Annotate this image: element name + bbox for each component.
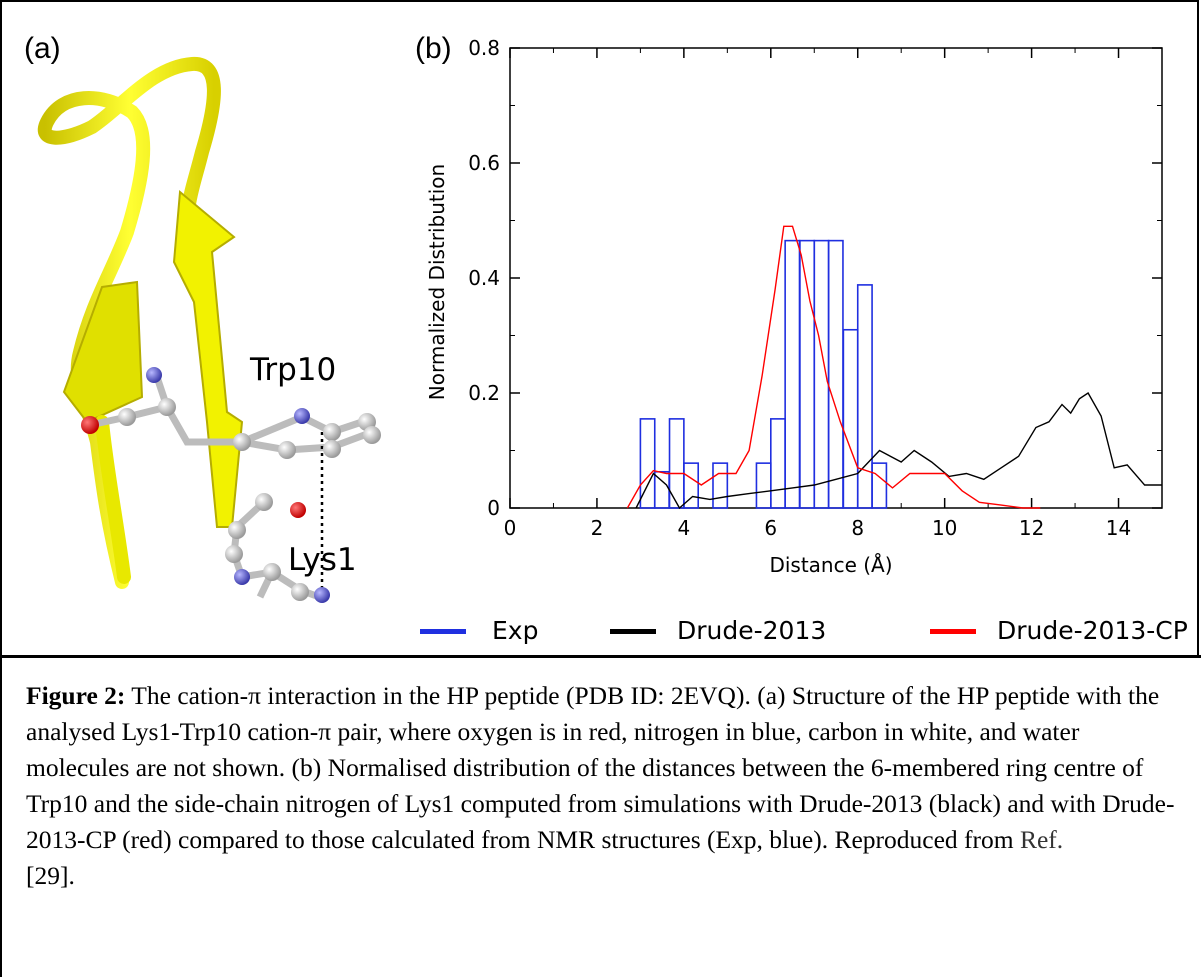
x-tick-label: 6 [764,516,777,540]
legend-swatch-drude-2013 [610,629,656,634]
x-tick-label: 12 [1019,516,1044,540]
distance-distribution-chart: 0 2 4 6 8 10 12 14 0 0.2 0.4 0.6 0.8 Normalized Dist… [425,36,1163,577]
legend-label: Drude-2013 [677,616,827,645]
exp-histogram-bar [784,239,801,509]
legend-swatch-exp [420,629,466,634]
exp-histogram-bar [827,239,844,509]
residue-label-lys1: Lys1 [288,542,357,578]
caption-box: Figure 2: The cation-π interaction in th… [0,655,1201,977]
atoms [81,367,381,603]
exp-histogram-bar [856,284,873,509]
x-tick-label: 4 [677,516,690,540]
beta-strand-right [172,190,244,528]
panel-a-label: (a) [24,32,61,65]
x-tick-label: 0 [504,516,517,540]
x-tick-label: 2 [591,516,604,540]
residue-label-trp10: Trp10 [249,352,336,388]
x-tick-label: 8 [851,516,864,540]
y-axis-label: Normalized Distribution [425,164,449,400]
exp-histogram-bar [769,418,786,509]
figure-caption: Figure 2: The cation-π interaction in th… [26,678,1186,894]
exp-histogram-bar [712,462,729,509]
caption-ref-link[interactable]: Ref. [1019,825,1064,854]
caption-ref-number: [29]. [26,861,75,890]
x-axis-label: Distance (Å) [769,553,892,577]
series-line-drude-2013 [635,391,1162,510]
x-tick-label: 14 [1106,516,1131,540]
exp-histogram-bar [639,418,656,509]
legend-label: Drude-2013-CP [997,616,1188,645]
figure-frame: (a) [0,0,1199,655]
y-tick-label: 0.8 [468,36,500,60]
y-tick-label: 0 [487,496,500,520]
peptide-structure-image: Trp10 Lys1 [37,57,381,603]
exp-histogram-bar [842,328,859,509]
panel-b-label: (b) [415,32,452,65]
plot-frame [509,47,1163,509]
ribbon-tail [95,415,131,584]
legend-swatch-drude-2013-cp [930,629,976,634]
legend-label: Exp [492,616,539,645]
y-tick-label: 0.6 [468,151,500,175]
y-tick-label: 0.4 [468,266,500,290]
exp-histogram-bar [871,462,888,509]
exp-histogram-bar [799,239,816,509]
caption-text: The cation-π interaction in the HP pepti… [26,681,1175,854]
x-tick-label: 10 [932,516,957,540]
series-line-drude-2013-cp [626,225,1041,509]
y-tick-label: 0.2 [468,381,500,405]
chart-legend: Exp Drude-2013 Drude-2013-CP [2,602,1201,652]
caption-label: Figure 2: [26,681,126,710]
exp-histogram-bar [755,462,772,509]
beta-strand-left [62,280,144,424]
exp-histogram-bar [683,462,700,509]
